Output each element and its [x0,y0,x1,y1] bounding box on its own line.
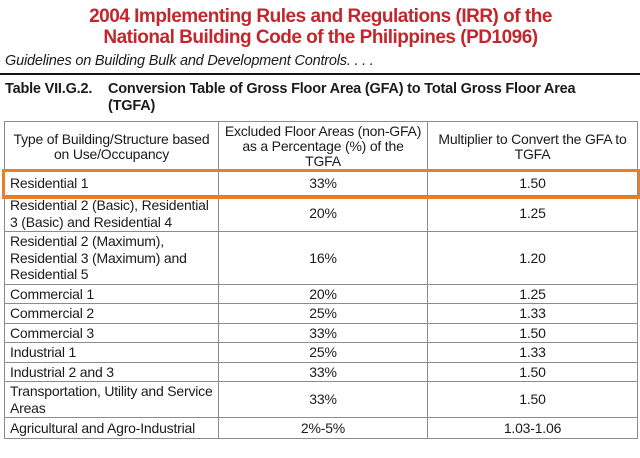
cell-excluded-percentage: 33% [218,322,428,343]
table-caption-text-line2: (TGFA) [108,97,156,114]
page-title-line1: 2004 Implementing Rules and Regulations … [89,6,552,27]
table-row-industrial-1: Industrial 1 25% 1.33 [4,342,638,363]
cell-building-type: Transportation, Utility and Service Area… [4,381,219,418]
table-caption-label: Table VII.G.2. [5,81,93,97]
table-row-residential-2-maximum: Residential 2 (Maximum), Residential 3 (… [4,231,638,285]
table-row-industrial-2-and-3: Industrial 2 and 3 33% 1.50 [4,361,638,382]
cell-excluded-percentage: 20% [218,283,428,304]
horizontal-rule [0,73,640,75]
cell-building-type: Agricultural and Agro-Industrial [4,417,219,439]
cell-excluded-percentage: 20% [218,195,428,232]
cell-multiplier: 1.50 [427,322,638,343]
column-header-multiplier: Multiplier to Convert the GFA to TGFA [427,121,638,172]
cell-building-type: Residential 1 [4,171,219,196]
cell-multiplier: 1.33 [427,303,638,324]
table-caption-text-line1: Conversion Table of Gross Floor Area (GF… [108,81,576,97]
column-header-excluded-percentage: Excluded Floor Areas (non-GFA) as a Perc… [218,121,428,172]
cell-excluded-percentage: 25% [218,303,428,324]
cell-building-type: Industrial 1 [4,342,219,363]
cell-excluded-percentage: 25% [218,342,428,363]
table-caption-text: Conversion Table of Gross Floor Area (GF… [108,81,637,114]
document-subtitle: Guidelines on Building Bulk and Developm… [5,53,374,69]
table-caption: Table VII.G.2. Conversion Table of Gross… [5,81,637,114]
cell-excluded-percentage: 16% [218,231,428,285]
table-row-commercial-2: Commercial 2 25% 1.33 [4,303,638,324]
cell-building-type: Residential 2 (Maximum), Residential 3 (… [4,231,219,285]
cell-building-type: Industrial 2 and 3 [4,361,219,382]
cell-multiplier: 1.20 [427,231,638,285]
table-row-residential-1-highlighted: Residential 1 33% 1.50 [1,168,640,199]
cell-excluded-percentage: 33% [218,381,428,418]
cell-multiplier: 1.50 [427,381,638,418]
cell-multiplier: 1.03-1.06 [427,417,638,439]
table-row-transportation-utility-service: Transportation, Utility and Service Area… [4,381,638,418]
gfa-conversion-table: Type of Building/Structure based on Use/… [1,121,640,439]
cell-building-type: Commercial 3 [4,322,219,343]
cell-excluded-percentage: 33% [218,171,428,196]
table-row-residential-2-basic: Residential 2 (Basic), Residential 3 (Ba… [4,195,638,232]
cell-excluded-percentage: 33% [218,361,428,382]
cell-multiplier: 1.25 [427,195,638,232]
cell-building-type: Commercial 2 [4,303,219,324]
column-header-building-type: Type of Building/Structure based on Use/… [4,121,219,172]
cell-building-type: Residential 2 (Basic), Residential 3 (Ba… [4,195,219,232]
table-header-row: Type of Building/Structure based on Use/… [4,121,638,172]
table-row-agricultural-agro-industrial: Agricultural and Agro-Industrial 2%-5% 1… [4,417,638,439]
page-title-line2: National Building Code of the Philippine… [103,27,538,48]
cell-multiplier: 1.50 [427,361,638,382]
cell-excluded-percentage: 2%-5% [218,417,428,439]
page-title: 2004 Implementing Rules and Regulations … [4,6,637,48]
table-row-commercial-1: Commercial 1 20% 1.25 [4,283,638,304]
cell-multiplier: 1.50 [427,171,638,196]
cell-multiplier: 1.33 [427,342,638,363]
cell-building-type: Commercial 1 [4,283,219,304]
cell-multiplier: 1.25 [427,283,638,304]
table-row-commercial-3: Commercial 3 33% 1.50 [4,322,638,343]
